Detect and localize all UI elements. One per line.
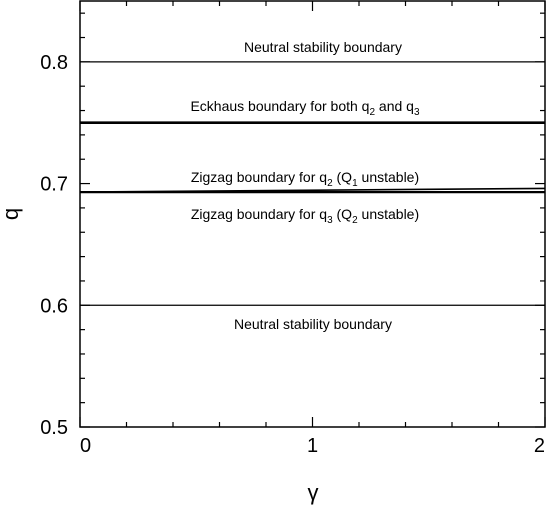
x-axis-label: γ	[308, 480, 319, 505]
annotation-text: unstable)	[358, 206, 419, 222]
annotation-text: Neutral stability boundary	[244, 39, 402, 55]
x-tick-label: 1	[307, 435, 318, 457]
annotation: Neutral stability boundary	[234, 316, 392, 332]
annotation-text: Zigzag boundary for q	[191, 169, 327, 185]
y-tick-label: 0.7	[40, 174, 68, 196]
annotation-text: Neutral stability boundary	[234, 316, 392, 332]
y-tick-label: 0.5	[40, 417, 68, 439]
y-axis-label: q	[0, 208, 23, 220]
annotation-text: unstable)	[358, 169, 419, 185]
x-tick-label: 0	[80, 435, 91, 457]
subscript: 1	[352, 178, 358, 189]
subscript: 2	[327, 178, 333, 189]
subscript: 2	[352, 215, 358, 226]
subscript: 3	[414, 107, 420, 118]
annotation-text: and q	[375, 98, 414, 114]
x-tick-label: 2	[534, 435, 545, 457]
y-tick-label: 0.8	[40, 52, 68, 74]
y-tick-label: 0.6	[40, 295, 68, 317]
annotation: Neutral stability boundary	[244, 39, 402, 55]
annotation: Eckhaus boundary for both q2 and q3	[190, 98, 420, 118]
subscript: 2	[369, 107, 375, 118]
subscript: 3	[327, 215, 333, 226]
annotation-text: (Q	[333, 169, 353, 185]
annotation: Zigzag boundary for q2 (Q1 unstable)	[191, 169, 419, 189]
annotation-text: Eckhaus boundary for both q	[190, 98, 369, 114]
annotation: Zigzag boundary for q3 (Q2 unstable)	[191, 206, 419, 226]
annotation-text: Zigzag boundary for q	[191, 206, 327, 222]
annotation-text: (Q	[333, 206, 353, 222]
